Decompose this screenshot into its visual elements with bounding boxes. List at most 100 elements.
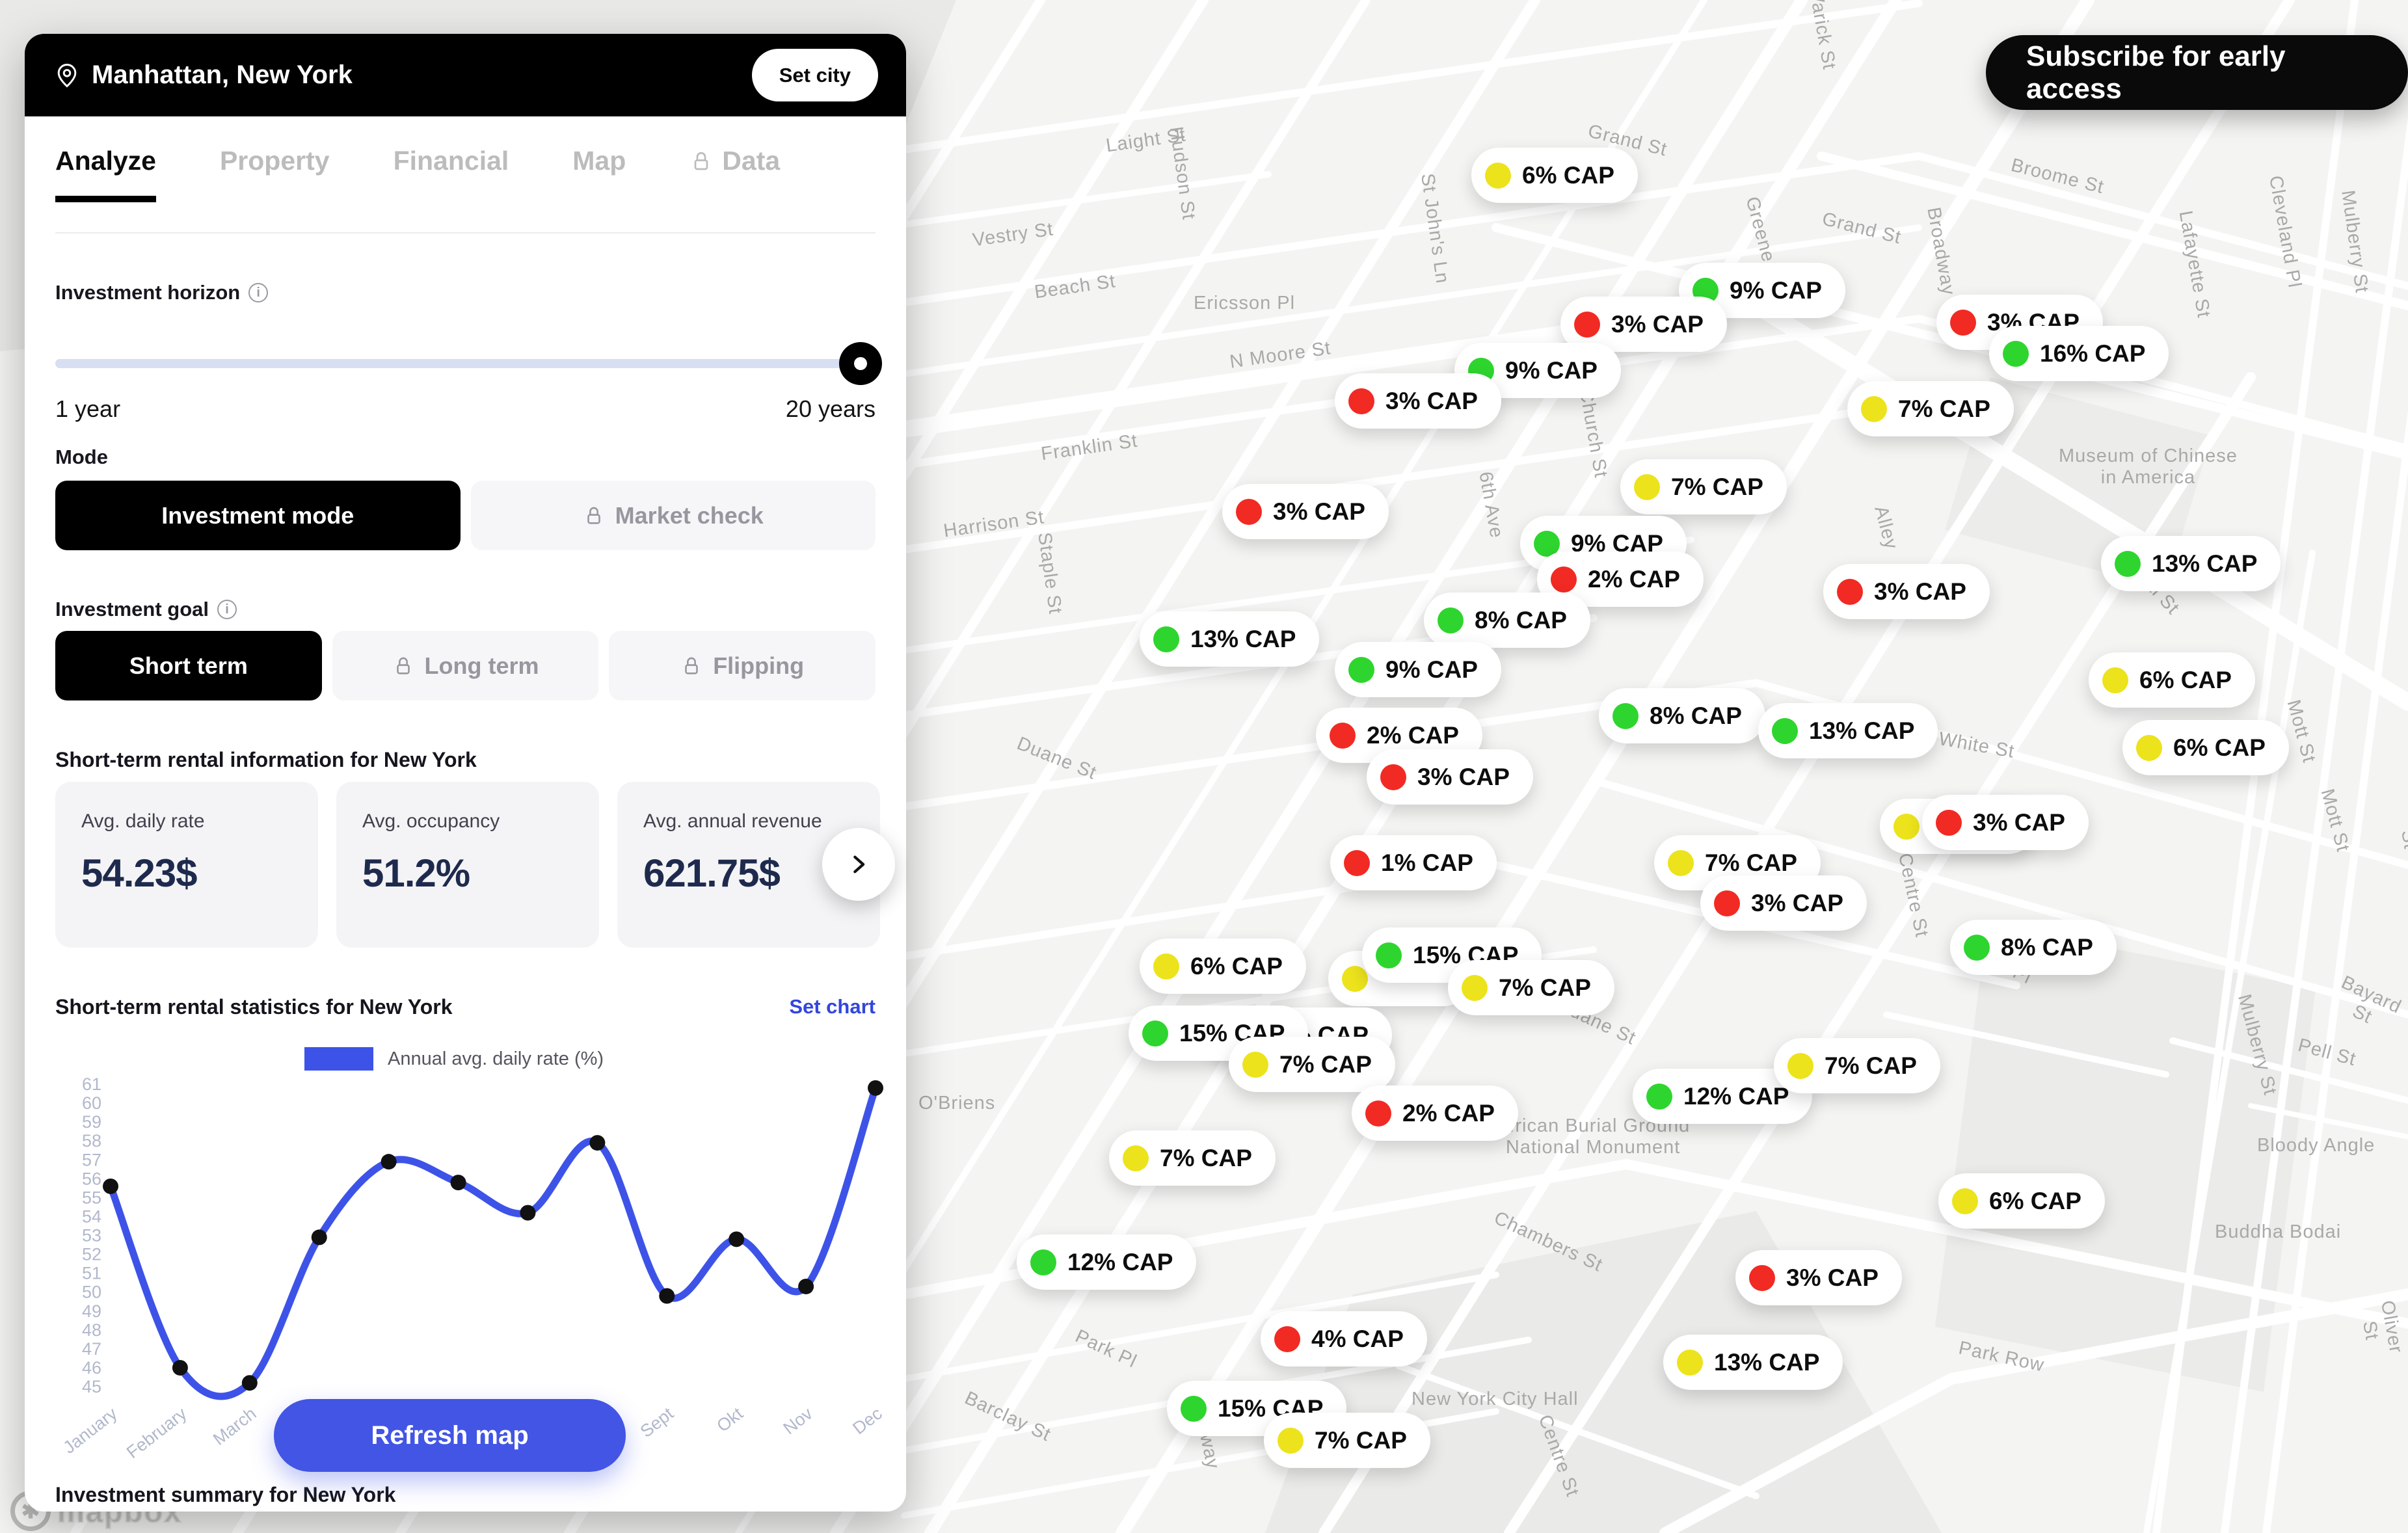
cap-rate-marker[interactable]: 6% CAP: [1140, 939, 1306, 994]
tab-label: Data: [722, 146, 781, 176]
cap-rate-marker[interactable]: 8% CAP: [1599, 688, 1765, 743]
cap-rate-label: 6% CAP: [1989, 1187, 2081, 1214]
svg-text:Dec: Dec: [849, 1404, 885, 1438]
mode-option-investment-mode[interactable]: Investment mode: [55, 481, 461, 550]
svg-text:March: March: [209, 1404, 260, 1449]
cap-rate-marker[interactable]: 8% CAP: [1950, 920, 2117, 975]
slider-thumb[interactable]: [839, 342, 882, 385]
svg-text:57: 57: [82, 1150, 101, 1169]
tab-financial[interactable]: Financial: [394, 146, 509, 196]
cap-rate-marker[interactable]: 6% CAP: [2089, 652, 2255, 708]
cap-rate-marker[interactable]: 9% CAP: [1454, 343, 1621, 398]
cap-dot-green: [1646, 1083, 1672, 1110]
cap-rate-marker[interactable]: 3% CAP: [1222, 484, 1389, 539]
cap-rate-marker[interactable]: 6% CAP: [1938, 1173, 2105, 1229]
set-chart-link[interactable]: Set chart: [789, 995, 876, 1018]
cap-rate-marker[interactable]: 7% CAP: [1264, 1413, 1430, 1468]
cards-next-button[interactable]: [822, 828, 895, 901]
investment-horizon-slider[interactable]: [55, 342, 882, 385]
rental-info-title: Short-term rental information for New Yo…: [55, 748, 477, 771]
statistics-title: Short-term rental statistics for New Yor…: [55, 995, 453, 1019]
cap-rate-marker[interactable]: 3% CAP: [1560, 297, 1727, 352]
mode-option-market-check[interactable]: Market check: [470, 481, 876, 550]
cap-rate-marker[interactable]: 13% CAP: [1663, 1335, 1843, 1390]
cap-rate-marker[interactable]: 3% CAP: [1922, 795, 2089, 850]
cap-rate-marker[interactable]: 3% CAP: [1367, 749, 1533, 805]
svg-text:61: 61: [82, 1074, 101, 1094]
street-label: African Burial Ground National Monument: [1496, 1115, 1691, 1158]
set-city-button[interactable]: Set city: [751, 49, 878, 101]
cap-rate-marker[interactable]: 16% CAP: [1989, 326, 2169, 381]
cap-dot-green: [1964, 934, 1990, 961]
cap-rate-label: 6% CAP: [2173, 734, 2266, 761]
cap-dot-red: [1551, 566, 1577, 593]
cap-rate-marker[interactable]: 9% CAP: [1335, 642, 1501, 697]
goal-option-long-term[interactable]: Long term: [332, 631, 599, 700]
goal-option-flipping[interactable]: Flipping: [609, 631, 876, 700]
cap-dot-green: [1181, 1395, 1207, 1422]
cap-rate-marker[interactable]: 13% CAP: [2101, 536, 2281, 591]
cap-rate-label: 12% CAP: [1067, 1248, 1173, 1275]
cap-rate-marker[interactable]: 2% CAP: [1537, 552, 1704, 607]
cap-dot-green: [2115, 550, 2141, 577]
cap-rate-marker[interactable]: 7% CAP: [1847, 381, 2014, 436]
tab-label: Financial: [393, 146, 509, 176]
cap-rate-marker[interactable]: 6% CAP: [1471, 148, 1638, 203]
cap-rate-marker[interactable]: 1% CAP: [1330, 835, 1497, 890]
stat-label: Avg. daily rate: [81, 810, 205, 832]
mode-options: Investment mode Market check: [55, 481, 876, 550]
svg-text:Sept: Sept: [637, 1404, 678, 1441]
tab-map[interactable]: Map: [572, 146, 626, 196]
cap-rate-marker[interactable]: 7% CAP: [1774, 1038, 1940, 1093]
svg-text:60: 60: [82, 1093, 101, 1113]
cap-rate-marker[interactable]: 2% CAP: [1352, 1086, 1518, 1141]
analysis-panel: Manhattan, New York Set city Analyze Prop…: [25, 34, 906, 1512]
cap-rate-marker[interactable]: 3% CAP: [1700, 875, 1867, 931]
cap-rate-marker[interactable]: 4% CAP: [1261, 1311, 1427, 1366]
info-icon[interactable]: i: [248, 283, 269, 302]
info-icon[interactable]: i: [217, 600, 237, 619]
cap-rate-marker[interactable]: 13% CAP: [1140, 611, 1320, 667]
cap-rate-marker[interactable]: 7% CAP: [1448, 960, 1614, 1015]
cap-rate-label: 7% CAP: [1705, 849, 1797, 876]
cap-rate-label: 7% CAP: [1499, 974, 1591, 1001]
cap-dot-yellow: [1485, 162, 1511, 189]
tab-data[interactable]: Data: [689, 146, 780, 196]
cap-rate-marker[interactable]: 3% CAP: [1735, 1250, 1902, 1305]
tab-analyze[interactable]: Analyze: [55, 146, 156, 202]
goal-option-short-term[interactable]: Short term: [55, 631, 322, 700]
subscribe-button[interactable]: Subscribe for early access: [1986, 35, 2408, 110]
cap-rate-marker[interactable]: 13% CAP: [1758, 703, 1938, 758]
option-label: Long term: [424, 652, 539, 679]
cap-rate-label: 9% CAP: [1730, 276, 1822, 304]
cap-rate-label: 13% CAP: [1809, 717, 1915, 744]
cap-dot-green: [1348, 656, 1374, 683]
cap-rate-marker[interactable]: 15% CAP: [1167, 1381, 1347, 1436]
cap-rate-marker[interactable]: 7% CAP: [1229, 1037, 1395, 1092]
cap-rate-marker[interactable]: 7% CAP: [1620, 459, 1787, 514]
cap-dot-green: [1153, 626, 1179, 652]
stat-card: Avg. annual revenue 621.75$: [617, 782, 880, 948]
cap-rate-marker[interactable]: 6% CAP: [2122, 720, 2289, 775]
street-label: Ericsson Pl: [1194, 293, 1296, 313]
stat-label: Avg. occupancy: [362, 810, 500, 832]
cap-rate-marker[interactable]: 12% CAP: [1017, 1234, 1197, 1290]
cap-rate-marker[interactable]: 8% CAP: [1424, 593, 1590, 648]
cap-rate-label: 8% CAP: [1650, 702, 1742, 729]
cap-rate-label: 3% CAP: [1874, 578, 1966, 605]
cap-rate-label: 7% CAP: [1825, 1052, 1917, 1079]
tab-label: Analyze: [55, 146, 156, 176]
lock-icon: [396, 657, 410, 674]
cap-rate-label: 6% CAP: [1190, 952, 1283, 980]
svg-text:53: 53: [82, 1226, 101, 1246]
cap-rate-marker[interactable]: 7% CAP: [1109, 1130, 1276, 1186]
cap-rate-marker[interactable]: 9% CAP: [1679, 263, 1845, 318]
tab-property[interactable]: Property: [220, 146, 330, 196]
cap-rate-marker[interactable]: 3% CAP: [1335, 373, 1501, 429]
cap-rate-marker[interactable]: 3% CAP: [1823, 564, 1990, 619]
svg-text:47: 47: [82, 1339, 101, 1359]
street-label: New York City Hall: [1411, 1389, 1579, 1409]
refresh-map-button[interactable]: Refresh map: [274, 1399, 626, 1472]
